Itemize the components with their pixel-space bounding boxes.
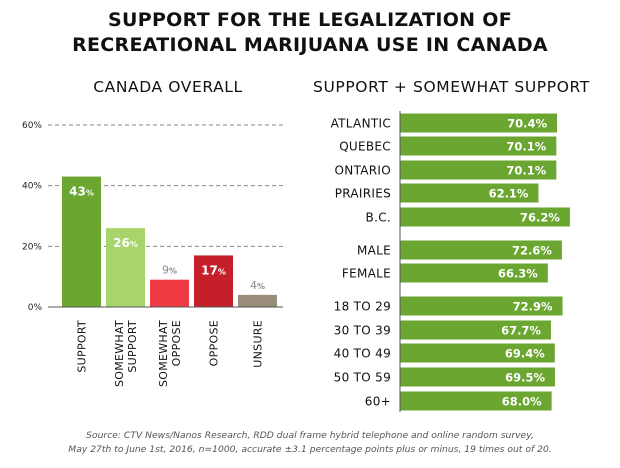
bar — [194, 255, 233, 307]
bar — [106, 228, 145, 307]
category-label: SUPPORT — [126, 320, 139, 373]
horizontal-bar — [400, 367, 555, 387]
data-label: 69.4% — [505, 347, 545, 361]
category-label: B.C. — [366, 211, 391, 225]
bar — [238, 294, 277, 307]
data-label: 17% — [201, 263, 226, 277]
data-label: 70.1% — [506, 140, 546, 154]
horizontal-bar — [400, 183, 539, 203]
horizontal-bar — [400, 296, 563, 316]
support-chart-subtitle: SUPPORT + SOMEWHAT SUPPORT — [313, 78, 590, 96]
data-label: 76.2% — [520, 211, 560, 225]
category-label: 18 TO 29 — [334, 300, 391, 314]
horizontal-bar — [400, 343, 555, 363]
category-label: SUPPORT — [76, 320, 89, 373]
data-label: 70.4% — [507, 117, 547, 131]
horizontal-bar — [400, 207, 570, 227]
data-label: 26% — [113, 236, 138, 250]
category-label: OPPOSE — [208, 320, 221, 366]
bar — [62, 176, 101, 307]
horizontal-bar — [400, 160, 557, 180]
horizontal-bar — [400, 113, 557, 133]
data-label: 9% — [162, 264, 177, 277]
horizontal-bar — [400, 320, 551, 340]
data-label: 72.9% — [513, 300, 553, 314]
horizontal-bar — [400, 391, 552, 411]
category-label: SOMEWHAT — [157, 320, 170, 387]
y-tick-label: 0% — [28, 303, 43, 313]
category-label: 30 TO 39 — [334, 324, 391, 338]
y-tick-label: 60% — [22, 121, 42, 131]
category-label: ONTARIO — [335, 164, 391, 178]
category-label: UNSURE — [252, 320, 265, 368]
source-note-line-2: May 27th to June 1st, 2016, n=1000, accu… — [68, 444, 552, 455]
category-label: FEMALE — [342, 267, 391, 281]
category-label: SOMEWHAT — [113, 320, 126, 387]
category-label: 60+ — [365, 395, 391, 409]
data-label: 66.3% — [498, 267, 538, 281]
data-label: 43% — [69, 185, 94, 199]
horizontal-bar — [400, 240, 562, 260]
category-label: MALE — [357, 244, 391, 258]
horizontal-bar — [400, 263, 548, 283]
chart-title-line-2: RECREATIONAL MARIJUANA USE IN CANADA — [72, 34, 548, 56]
data-label: 68.0% — [502, 395, 542, 409]
source-note: Source: CTV News/Nanos Research, RDD dua… — [0, 429, 620, 457]
data-label: 4% — [250, 279, 265, 292]
data-label: 72.6% — [512, 244, 552, 258]
category-label: 40 TO 49 — [334, 347, 391, 361]
overall-chart-subtitle: CANADA OVERALL — [93, 78, 243, 96]
source-note-line-1: Source: CTV News/Nanos Research, RDD dua… — [86, 430, 534, 441]
bar — [150, 279, 189, 307]
data-label: 62.1% — [489, 187, 529, 201]
y-tick-label: 40% — [22, 182, 42, 192]
category-label: ATLANTIC — [331, 117, 391, 131]
y-tick-label: 20% — [22, 242, 42, 252]
data-label: 70.1% — [506, 164, 546, 178]
chart-title-line-1: SUPPORT FOR THE LEGALIZATION OF — [108, 9, 512, 31]
data-label: 67.7% — [501, 324, 541, 338]
horizontal-bar — [400, 136, 557, 156]
category-label: OPPOSE — [170, 320, 183, 366]
category-label: 50 TO 59 — [334, 371, 391, 385]
data-label: 69.5% — [505, 371, 545, 385]
category-label: PRAIRIES — [335, 187, 391, 201]
chart-title: SUPPORT FOR THE LEGALIZATION OF RECREATI… — [0, 8, 620, 58]
category-label: QUEBEC — [339, 140, 391, 154]
